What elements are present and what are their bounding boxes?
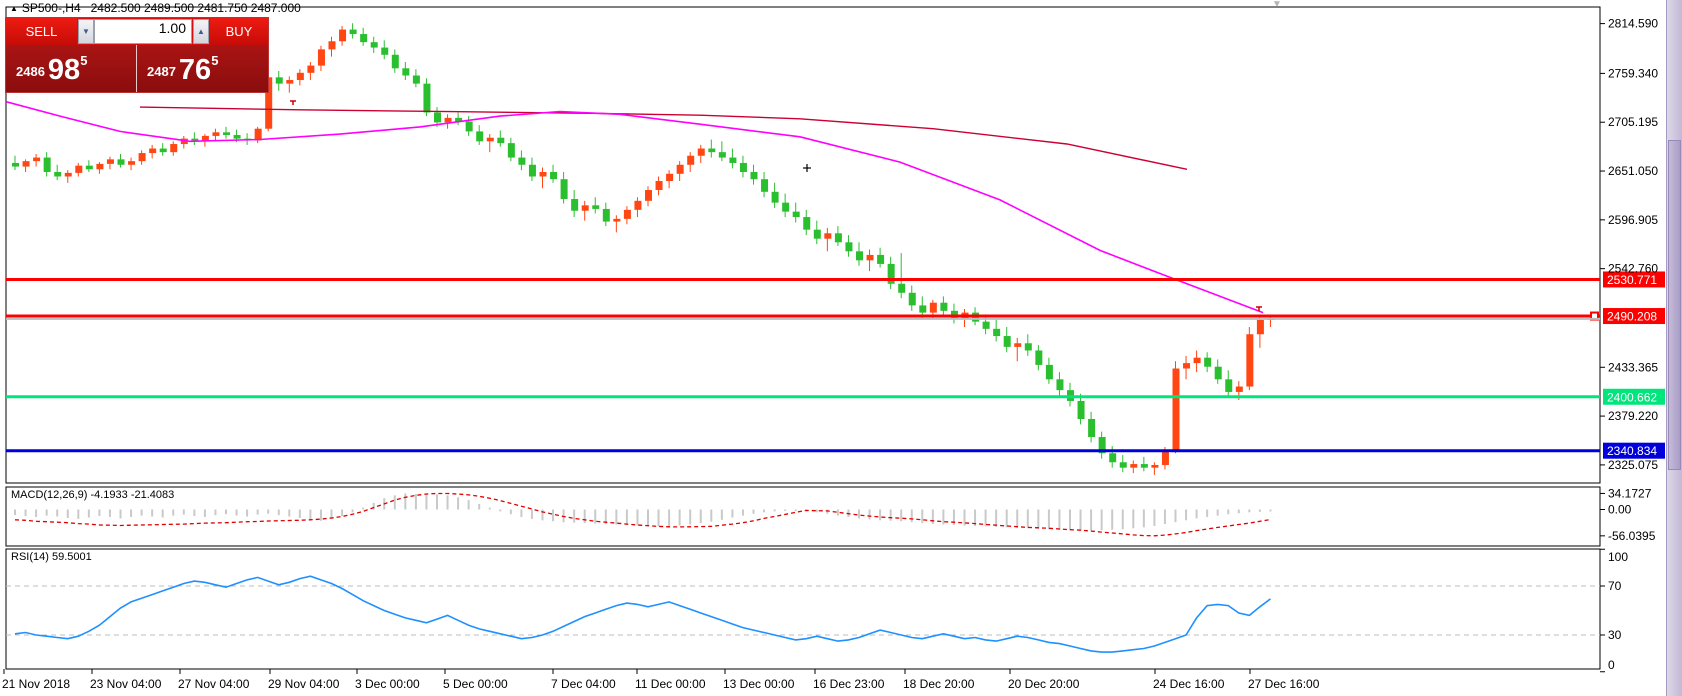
time-label: 21 Nov 2018: [2, 677, 70, 691]
svg-text:2490.208: 2490.208: [1607, 310, 1657, 324]
svg-text:2759.340: 2759.340: [1608, 66, 1658, 80]
chart-shift-icon[interactable]: ▼: [1272, 0, 1282, 10]
svg-text:70: 70: [1608, 579, 1622, 593]
time-label: 18 Dec 20:00: [903, 677, 975, 691]
time-label: 20 Dec 20:00: [1008, 677, 1080, 691]
svg-text:2596.905: 2596.905: [1608, 213, 1658, 227]
time-label: 27 Nov 04:00: [178, 677, 250, 691]
svg-text:2542.760: 2542.760: [1608, 262, 1658, 276]
svg-text:34.1727: 34.1727: [1608, 486, 1652, 500]
svg-text:2705.195: 2705.195: [1608, 115, 1658, 129]
rsi-pane: 100 70 30 0: [6, 548, 1628, 673]
svg-text:2814.590: 2814.590: [1608, 17, 1658, 31]
sell-price-prefix: 2486: [16, 64, 45, 79]
time-label: 27 Dec 16:00: [1248, 677, 1320, 691]
volume-decrease-button[interactable]: ▼: [78, 19, 94, 44]
price-badge: [1603, 308, 1665, 325]
buy-button[interactable]: BUY: [210, 18, 268, 45]
buy-price-main: 76: [178, 54, 212, 86]
pane-border-2: [5, 548, 1601, 670]
price-badge: [1603, 388, 1665, 405]
vertical-scrollbar[interactable]: [1666, 0, 1682, 696]
rsi-line: [14, 575, 1271, 653]
svg-text:2400.662: 2400.662: [1607, 390, 1657, 404]
svg-text:0.00: 0.00: [1608, 503, 1632, 517]
time-label: 11 Dec 00:00: [635, 677, 706, 691]
macd-indicator-label: MACD(12,26,9) -4.1933 -21.4083: [11, 489, 175, 501]
sell-price-main: 98: [47, 54, 81, 86]
volume-input[interactable]: 1.00: [94, 19, 192, 44]
time-axis: 21 Nov 2018 23 Nov 04:00 27 Nov 04:00 29 No…: [2, 669, 1320, 691]
svg-text:100: 100: [1608, 550, 1628, 564]
svg-text:2651.050: 2651.050: [1608, 164, 1658, 178]
time-label: 16 Dec 23:00: [813, 677, 885, 691]
scrollbar-thumb[interactable]: [1668, 140, 1681, 470]
sell-price-pips: 5: [80, 53, 88, 68]
trade-panel-top-row: SELL ▼ 1.00 ▲ BUY: [6, 18, 268, 45]
sell-price-tile[interactable]: 2486 985: [6, 45, 137, 92]
horizontal-lines-group: 2530.771 2490.208 2400.662 2340.834: [6, 271, 1665, 459]
symbol-info-bar: ▲ SP500-,H4 2482.500 2489.500 2481.750 248…: [10, 1, 301, 16]
time-label: 3 Dec 00:00: [355, 677, 420, 691]
time-label: 23 Nov 04:00: [90, 677, 162, 691]
buy-price-prefix: 2487: [147, 64, 176, 79]
svg-text:2530.771: 2530.771: [1607, 273, 1657, 287]
svg-text:2379.220: 2379.220: [1608, 409, 1658, 423]
svg-text:30: 30: [1608, 628, 1622, 642]
price-badge: [1603, 271, 1665, 288]
buy-price-pips: 5: [211, 53, 219, 68]
svg-text:-56.0395: -56.0395: [1608, 529, 1656, 543]
volume-increase-button[interactable]: ▲: [193, 19, 209, 44]
time-label: 13 Dec 00:00: [723, 677, 795, 691]
ma-darkred-line: [139, 106, 1188, 170]
pane-border-0: [5, 6, 1601, 484]
time-label: 29 Nov 04:00: [268, 677, 340, 691]
collapse-panel-icon[interactable]: ▲: [10, 4, 18, 13]
sell-button[interactable]: SELL: [6, 18, 77, 45]
time-label: 24 Dec 16:00: [1153, 677, 1225, 691]
macd-pane: 34.1727 0.00 -56.0395: [14, 486, 1656, 543]
svg-text:0: 0: [1608, 658, 1615, 672]
price-axis: 2814.590 2759.340 2705.195 2651.050 2596.905…: [1600, 17, 1658, 472]
time-label: 5 Dec 00:00: [443, 677, 508, 691]
buy-price-tile[interactable]: 2487 765: [137, 45, 268, 92]
pane-border-1: [5, 486, 1601, 547]
time-label: 7 Dec 04:00: [551, 677, 616, 691]
ohlc-readout: 2482.500 2489.500 2481.750 2487.000: [90, 1, 301, 15]
price-badge: [1603, 442, 1665, 459]
ma-magenta-line: [5, 100, 1264, 314]
svg-text:2340.834: 2340.834: [1607, 444, 1657, 458]
symbol-period-label: SP500-,H4: [21, 1, 81, 15]
rsi-indicator-label: RSI(14) 59.5001: [11, 551, 92, 563]
svg-text:2325.075: 2325.075: [1608, 458, 1658, 472]
one-click-trading-panel: SELL ▼ 1.00 ▲ BUY 2486 985 2487 765: [6, 18, 268, 92]
macd-signal-line: [14, 492, 1271, 537]
svg-text:2433.365: 2433.365: [1608, 360, 1658, 374]
